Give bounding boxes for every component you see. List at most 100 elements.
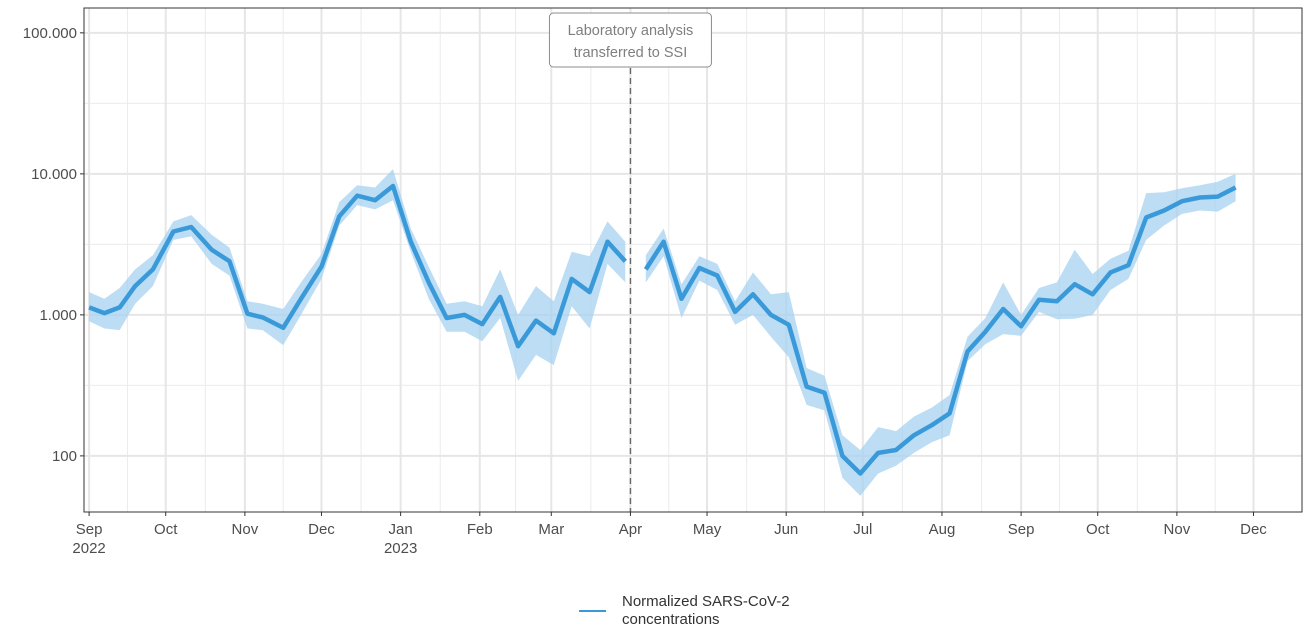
data-point	[301, 298, 302, 299]
plot-border	[83, 7, 1303, 513]
data-point	[806, 386, 807, 387]
data-point	[1021, 326, 1022, 327]
data-point	[1110, 272, 1111, 273]
data-point	[589, 292, 590, 293]
data-point	[464, 314, 465, 315]
data-point	[896, 450, 897, 451]
data-point	[89, 307, 90, 308]
data-point	[1146, 217, 1147, 218]
legend-label-line-2: concentrations	[622, 611, 720, 628]
data-point	[500, 296, 501, 297]
x-tick-label: Sep	[1008, 521, 1035, 538]
y-tick-label: 100.000	[23, 25, 77, 42]
data-point	[860, 473, 861, 474]
data-point	[1074, 284, 1075, 285]
legend-label: Normalized SARS-CoV-2 concentrations	[622, 593, 794, 628]
data-point	[1199, 197, 1200, 198]
data-point	[152, 269, 153, 270]
y-tick-label: 1.000	[39, 307, 77, 324]
data-point	[699, 268, 700, 269]
data-point	[1217, 196, 1218, 197]
x-axis: Sep 2022 Oct Nov Dec Jan 2023 Feb Mar Apr May Jun Ju…	[72, 512, 1267, 557]
x-tick-label: Dec	[308, 521, 335, 538]
data-point	[283, 327, 284, 328]
data-point	[842, 455, 843, 456]
data-point	[681, 298, 682, 299]
data-point	[262, 317, 263, 318]
annotation-layer: Laboratory analysis transferred to SSI	[548, 12, 712, 512]
x-tick-year-label: 2023	[384, 540, 417, 557]
data-point	[482, 324, 483, 325]
data-point	[428, 282, 429, 283]
data-point	[607, 241, 608, 242]
data-point	[229, 261, 230, 262]
series-line	[88, 183, 627, 349]
x-tick-label: Jul	[853, 521, 872, 538]
data-point	[1056, 301, 1057, 302]
y-axis: 100 1.000 10.000 100.000	[23, 25, 84, 465]
data-point	[446, 318, 447, 319]
annotation-box	[548, 12, 712, 68]
data-point	[247, 313, 248, 314]
x-tick-label: Aug	[929, 521, 956, 538]
x-tick-label: Nov	[1164, 521, 1191, 538]
data-point	[949, 413, 950, 414]
data-point	[770, 314, 771, 315]
y-tick-label: 100	[52, 448, 77, 465]
data-point	[410, 241, 411, 242]
confidence-ribbon	[89, 169, 626, 381]
data-point	[931, 425, 932, 426]
x-tick-year-label: 2022	[72, 540, 105, 557]
data-point	[375, 200, 376, 201]
series-lines	[88, 183, 1237, 476]
x-tick-label: Jun	[774, 521, 798, 538]
data-point	[553, 333, 554, 334]
annotation-text-line: Laboratory analysis	[568, 23, 694, 39]
data-point	[104, 313, 105, 314]
x-tick-label: Sep	[76, 521, 103, 538]
data-point	[119, 307, 120, 308]
data-point	[967, 351, 968, 352]
y-tick-label: 10.000	[31, 166, 77, 183]
data-point	[191, 227, 192, 228]
data-point	[625, 261, 626, 262]
annotation-text-line: transferred to SSI	[574, 45, 688, 61]
data-point	[135, 286, 136, 287]
data-point	[753, 294, 754, 295]
data-point	[663, 241, 664, 242]
data-point	[1039, 299, 1040, 300]
plot-background	[84, 8, 1302, 512]
x-tick-label: Feb	[467, 521, 493, 538]
data-point	[339, 216, 340, 217]
data-point	[788, 324, 789, 325]
legend-label-line-1: Normalized SARS-CoV-2	[622, 593, 790, 610]
x-tick-label: Mar	[538, 521, 564, 538]
x-tick-label: Dec	[1240, 521, 1267, 538]
data-point	[985, 331, 986, 332]
x-tick-label: Apr	[619, 521, 642, 538]
data-point	[211, 249, 212, 250]
data-point	[1128, 265, 1129, 266]
data-point	[645, 269, 646, 270]
data-point	[1164, 210, 1165, 211]
series-line	[643, 185, 1237, 476]
x-tick-label: Oct	[154, 521, 178, 538]
data-point	[393, 186, 394, 187]
x-tick-label: Oct	[1086, 521, 1110, 538]
data-point	[735, 311, 736, 312]
data-point	[1235, 187, 1236, 188]
data-point	[1182, 201, 1183, 202]
data-point	[173, 231, 174, 232]
data-point	[536, 320, 537, 321]
data-point	[717, 275, 718, 276]
data-point	[913, 435, 914, 436]
x-tick-label: May	[693, 521, 722, 538]
data-point	[878, 452, 879, 453]
data-point	[321, 266, 322, 267]
x-tick-label: Nov	[232, 521, 259, 538]
x-tick-label: Jan	[389, 521, 413, 538]
data-point	[1003, 309, 1004, 310]
data-point	[571, 278, 572, 279]
data-point	[1092, 294, 1093, 295]
